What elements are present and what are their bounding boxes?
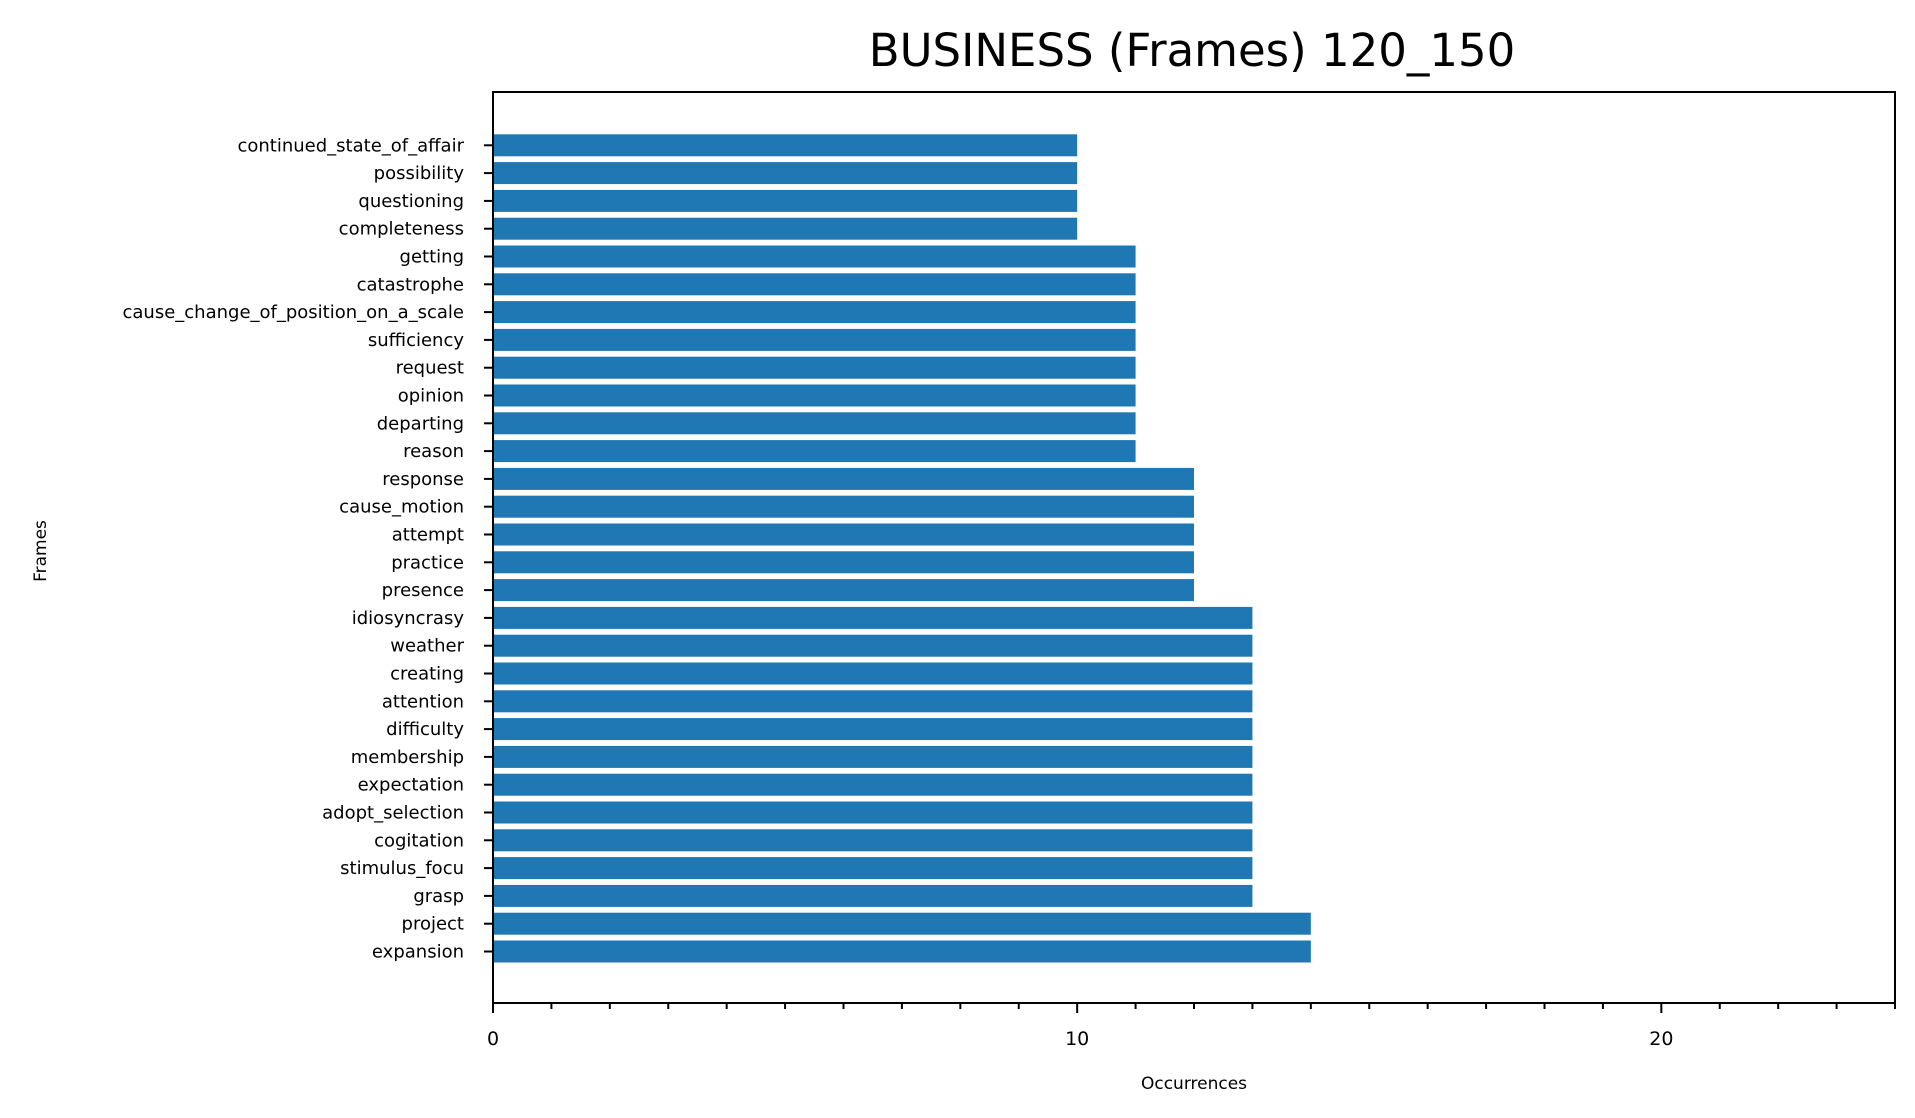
- y-tick-label: questioning: [358, 191, 464, 212]
- bar-catastrophe: [493, 273, 1136, 296]
- y-tick-label: creating: [390, 664, 464, 685]
- y-tick-label: getting: [400, 247, 464, 268]
- y-tick-label: attention: [382, 691, 464, 712]
- y-tick-label: adopt_selection: [322, 803, 464, 824]
- bar-expectation: [493, 773, 1253, 796]
- y-tick-label: departing: [377, 413, 464, 434]
- bar-creating: [493, 662, 1253, 685]
- bar-expansion: [493, 940, 1311, 963]
- y-tick-label: cause_change_of_position_on_a_scale: [122, 302, 464, 323]
- y-tick-label: reason: [403, 441, 464, 462]
- bar-request: [493, 356, 1136, 379]
- y-tick-label: response: [382, 469, 464, 490]
- bar-opinion: [493, 384, 1136, 407]
- bar-departing: [493, 412, 1136, 435]
- bar-difficulty: [493, 718, 1253, 741]
- bar-weather: [493, 634, 1253, 657]
- bar-possibility: [493, 162, 1078, 185]
- bar-questioning: [493, 189, 1078, 212]
- bar-attempt: [493, 523, 1194, 546]
- bar-grasp: [493, 884, 1253, 907]
- x-axis-label: Occurrences: [1141, 1074, 1247, 1094]
- bar-adopt_selection: [493, 801, 1253, 824]
- y-tick-label: idiosyncrasy: [352, 608, 465, 629]
- y-tick-label: catastrophe: [357, 274, 464, 295]
- bar-cause_motion: [493, 495, 1194, 518]
- bar-sufficiency: [493, 328, 1136, 351]
- bar-practice: [493, 551, 1194, 574]
- bar-continued_state_of_affair: [493, 134, 1078, 157]
- bar-cogitation: [493, 829, 1253, 852]
- y-tick-label: project: [402, 914, 464, 935]
- y-tick-label: request: [396, 358, 464, 379]
- bar-idiosyncrasy: [493, 606, 1253, 629]
- plot-frame: [492, 91, 1896, 1004]
- y-tick-label: continued_state_of_affair: [237, 135, 464, 156]
- y-tick-label: weather: [390, 636, 464, 657]
- bar-stimulus_focu: [493, 857, 1253, 880]
- bar-presence: [493, 579, 1194, 602]
- x-tick-label: 10: [1065, 1028, 1089, 1050]
- x-tick-label: 20: [1649, 1028, 1673, 1050]
- y-tick-label: expansion: [372, 942, 464, 963]
- y-tick-label: attempt: [392, 525, 464, 546]
- y-tick-label: possibility: [374, 163, 465, 184]
- y-tick-label: presence: [382, 580, 464, 601]
- x-axis-ticks: 0 10 20: [487, 1003, 1896, 1050]
- bar-project: [493, 912, 1311, 935]
- bars-group: [493, 134, 1311, 963]
- y-axis-label: Frames: [31, 520, 51, 582]
- y-tick-label: grasp: [413, 886, 464, 907]
- y-tick-label: stimulus_focu: [340, 858, 464, 879]
- y-tick-label: expectation: [358, 775, 464, 796]
- y-tick-label: sufficiency: [368, 330, 464, 351]
- y-tick-label: opinion: [398, 386, 464, 407]
- y-tick-label: completeness: [339, 219, 464, 240]
- x-tick-label: 0: [487, 1028, 499, 1050]
- chart-title: BUSINESS (Frames) 120_150: [869, 24, 1516, 77]
- bar-getting: [493, 245, 1136, 268]
- bar-completeness: [493, 217, 1078, 240]
- bar-membership: [493, 745, 1253, 768]
- bar-attention: [493, 690, 1253, 713]
- y-axis-ticks: expansion project grasp stimulus_focu cogita…: [122, 135, 493, 963]
- bar-response: [493, 467, 1194, 490]
- bar-cause_change_of_position_on_a_scale: [493, 301, 1136, 324]
- y-tick-label: membership: [351, 747, 464, 768]
- y-tick-label: practice: [391, 552, 464, 573]
- y-tick-label: cogitation: [374, 830, 464, 851]
- y-tick-label: cause_motion: [339, 497, 464, 518]
- y-tick-label: difficulty: [386, 719, 464, 740]
- bar-reason: [493, 440, 1136, 463]
